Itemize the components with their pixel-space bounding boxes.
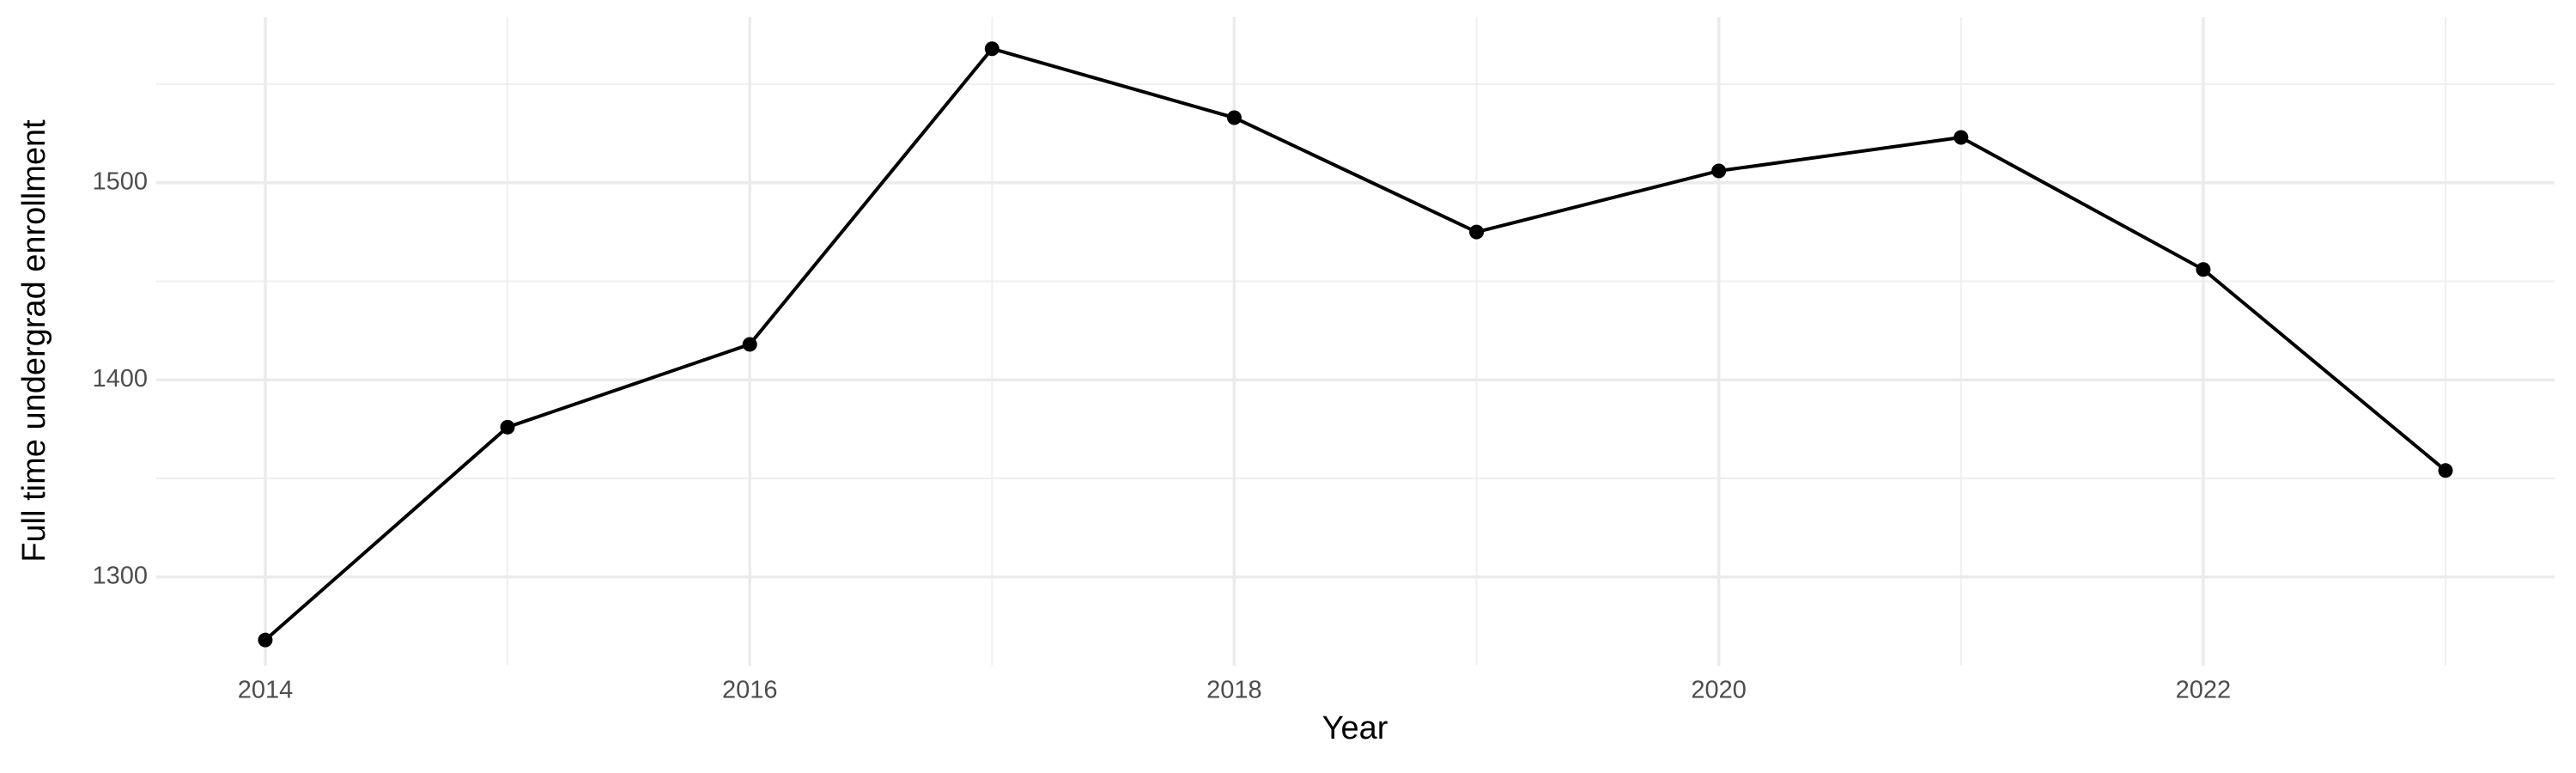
point: [1226, 110, 1242, 125]
point: [742, 337, 757, 352]
point: [258, 632, 273, 648]
point: [1469, 224, 1485, 240]
x-tick-label: 2020: [1691, 677, 1747, 704]
point: [2196, 262, 2211, 277]
point: [1953, 130, 1969, 145]
y-tick-label: 1400: [92, 365, 148, 393]
x-tick-label: 2018: [1206, 677, 1262, 704]
line: [264, 46, 2447, 642]
y-tick-label: 1500: [92, 167, 148, 195]
x-axis-title: Year: [1322, 710, 1388, 746]
x-tick-label: 2022: [2176, 677, 2232, 704]
y-tick-label: 1300: [92, 562, 148, 589]
x-tick-label: 2014: [238, 677, 294, 704]
y-axis-title: Full time undergrad enrollment: [16, 119, 52, 563]
point: [500, 419, 515, 435]
point: [1711, 163, 1727, 179]
point: [2438, 463, 2453, 478]
point: [984, 41, 999, 57]
x-tick-label: 2016: [722, 677, 778, 704]
